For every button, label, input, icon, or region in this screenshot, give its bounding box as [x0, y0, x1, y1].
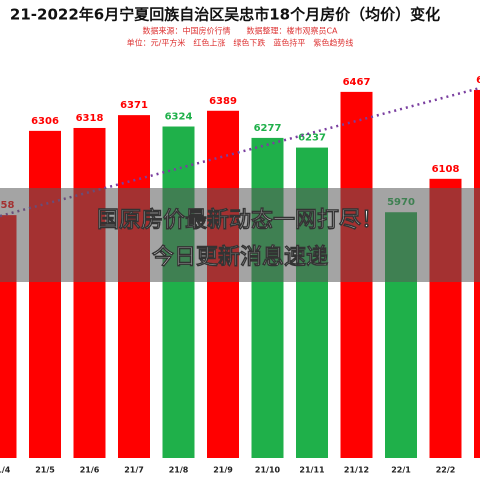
data-label: 6306	[31, 116, 59, 127]
x-tick-label: 21/11	[299, 466, 325, 475]
data-label: 6389	[209, 96, 237, 107]
data-label: 6467	[343, 77, 371, 88]
bar	[251, 137, 284, 458]
bar	[207, 110, 239, 459]
x-tick-label: 21/10	[255, 466, 281, 475]
x-tick-label: 21/4	[0, 466, 11, 475]
data-label: 6237	[298, 133, 326, 144]
bar	[29, 130, 61, 458]
x-tick-label: 21/9	[213, 466, 233, 475]
x-tick-label: 22/1	[391, 466, 411, 475]
chart-title: 21-2022年6月宁夏回族自治区吴忠市18个月房价（均价）变化	[10, 6, 440, 24]
bars: 595821/4630621/5631821/6637121/7632421/8…	[0, 75, 480, 475]
chart-subtitle: 单位：元/平方米 红色上涨 绿色下跌 蓝色持平 紫色趋势线	[127, 38, 354, 48]
x-tick-label: 21/7	[124, 466, 144, 475]
bar	[73, 127, 106, 458]
overlay-text: 国原房价最新动态一网打尽！	[97, 207, 383, 233]
overlay-band	[0, 188, 480, 282]
data-label: 6318	[76, 113, 104, 124]
x-tick-label: 21/5	[35, 466, 55, 475]
x-tick-label: 21/12	[344, 466, 369, 475]
data-label: 6371	[120, 100, 148, 111]
data-label: 6277	[254, 123, 282, 134]
x-tick-label: 21/6	[80, 466, 100, 475]
x-tick-label: 22/2	[436, 466, 456, 475]
overlay-text: 今日更新消息速递	[152, 244, 328, 270]
x-tick-label: 21/8	[169, 466, 189, 475]
data-label: 6324	[165, 112, 193, 123]
data-label: 6108	[432, 164, 460, 175]
data-label: 6475	[476, 75, 480, 86]
bar	[162, 126, 195, 458]
bar	[118, 115, 150, 459]
chart-subtitle: 数据来源：中国房价行情 数据整理：楼市观察员CA	[142, 26, 338, 36]
